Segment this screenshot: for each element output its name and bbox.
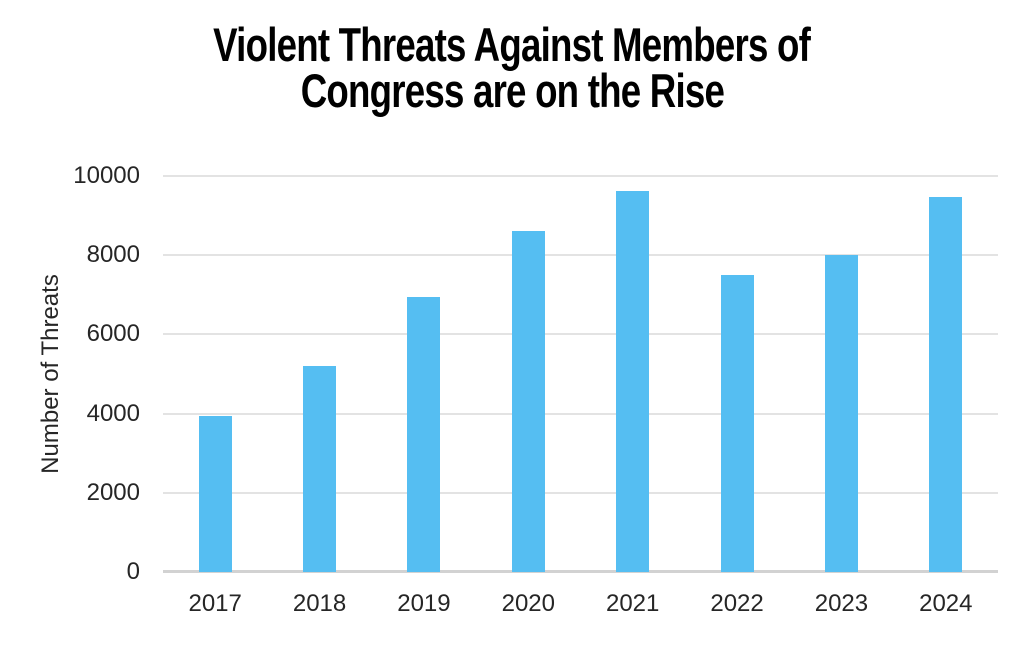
- x-tick-label-2024: 2024: [919, 590, 973, 617]
- y-tick-label-8000: 8000: [86, 241, 140, 269]
- chart-title: Violent Threats Against Members of Congr…: [0, 18, 1024, 117]
- plot-area: 2017 2018 2019 2020 2021 2022 2023 2024: [163, 175, 998, 616]
- bar-2017: [198, 416, 232, 572]
- bar-2019: [407, 296, 441, 572]
- y-tick-label-0: 0: [126, 558, 140, 585]
- y-tick-label-4000: 4000: [86, 399, 140, 427]
- bar-2018: [303, 365, 337, 572]
- x-tick-label-2017: 2017: [188, 590, 242, 617]
- gridline-6000: [163, 333, 998, 336]
- bar-2024: [929, 196, 963, 572]
- x-tick-label-2023: 2023: [814, 590, 869, 617]
- gridline-4000: [163, 412, 998, 415]
- chart-title-line-1: Violent Threats Against Members of: [213, 18, 812, 71]
- gridline-8000: [163, 254, 998, 257]
- x-tick-label-2022: 2022: [710, 590, 764, 617]
- bar-2023: [824, 254, 858, 572]
- x-axis-line: [163, 570, 998, 573]
- y-tick-label-2000: 2000: [86, 478, 140, 506]
- bar-2022: [720, 274, 754, 572]
- chart-title-line-2: Congress are on the Rise: [300, 64, 724, 117]
- gridline-10000: [163, 175, 998, 177]
- y-tick-label-10000: 10000: [73, 162, 140, 189]
- y-tick-label-6000: 6000: [86, 320, 140, 348]
- x-tick-label-2019: 2019: [397, 590, 451, 617]
- y-axis-tick-labels: 0 2000 4000 6000 8000 10000: [0, 164, 140, 584]
- x-tick-label-2018: 2018: [292, 590, 347, 617]
- bar-2020: [511, 230, 545, 572]
- x-tick-label-2020: 2020: [501, 590, 555, 617]
- bar-2021: [616, 190, 650, 572]
- gridline-2000: [163, 491, 998, 494]
- x-tick-label-2021: 2021: [605, 590, 660, 617]
